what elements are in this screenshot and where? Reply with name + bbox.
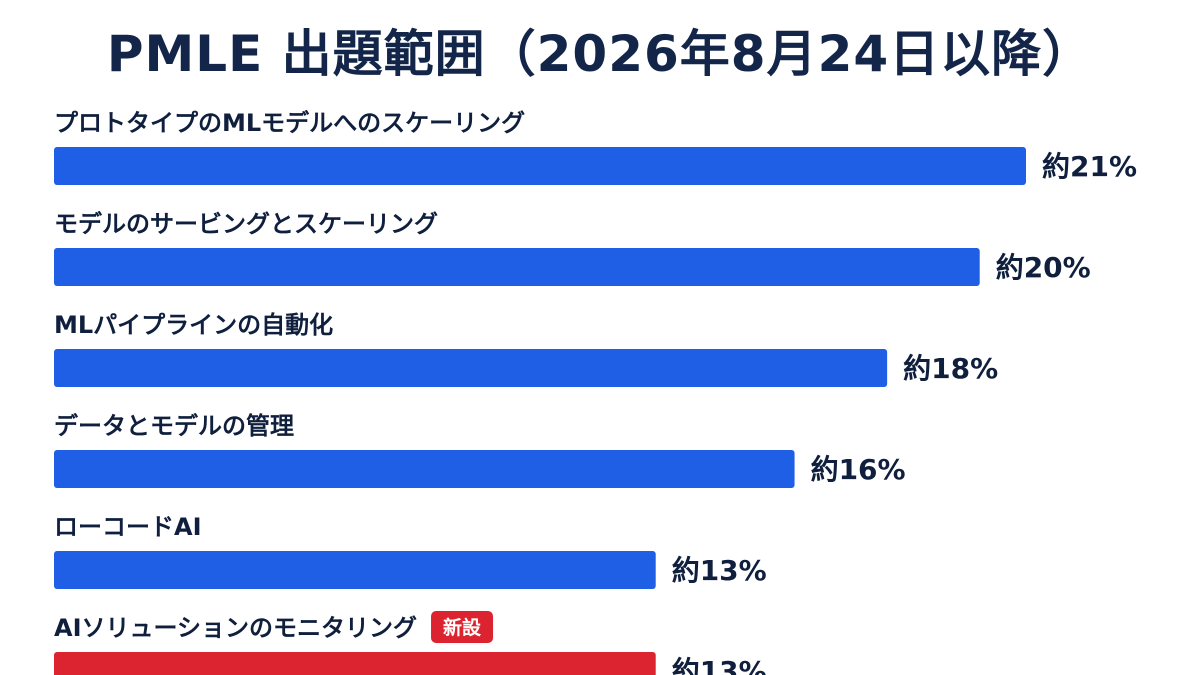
category-label: モデルのサービングとスケーリング [54, 210, 438, 238]
value-label: 約13% [672, 554, 767, 587]
value-label: 約16% [811, 453, 906, 486]
category-label: MLパイプラインの自動化 [54, 311, 333, 339]
category-label: データとモデルの管理 [54, 412, 294, 440]
category-label: ローコードAI [54, 513, 202, 541]
category-label: AIソリューションのモニタリング [54, 614, 417, 642]
value-label: 約13% [672, 655, 767, 675]
bar [54, 551, 656, 589]
value-label: 約18% [903, 352, 998, 385]
bar [54, 450, 795, 488]
new-badge-background [431, 611, 494, 643]
category-label: プロトタイプのMLモデルへのスケーリング [54, 109, 525, 137]
bar [54, 248, 980, 286]
bar [54, 652, 656, 675]
chart-title: PMLE 出題範囲（2026年8月24日以降） [106, 25, 1094, 83]
new-badge: 新設 [431, 611, 494, 643]
bar [54, 349, 888, 387]
value-label: 約20% [996, 251, 1091, 284]
bar [54, 147, 1026, 185]
value-label: 約21% [1042, 150, 1137, 183]
new-badge-label: 新設 [443, 616, 482, 639]
